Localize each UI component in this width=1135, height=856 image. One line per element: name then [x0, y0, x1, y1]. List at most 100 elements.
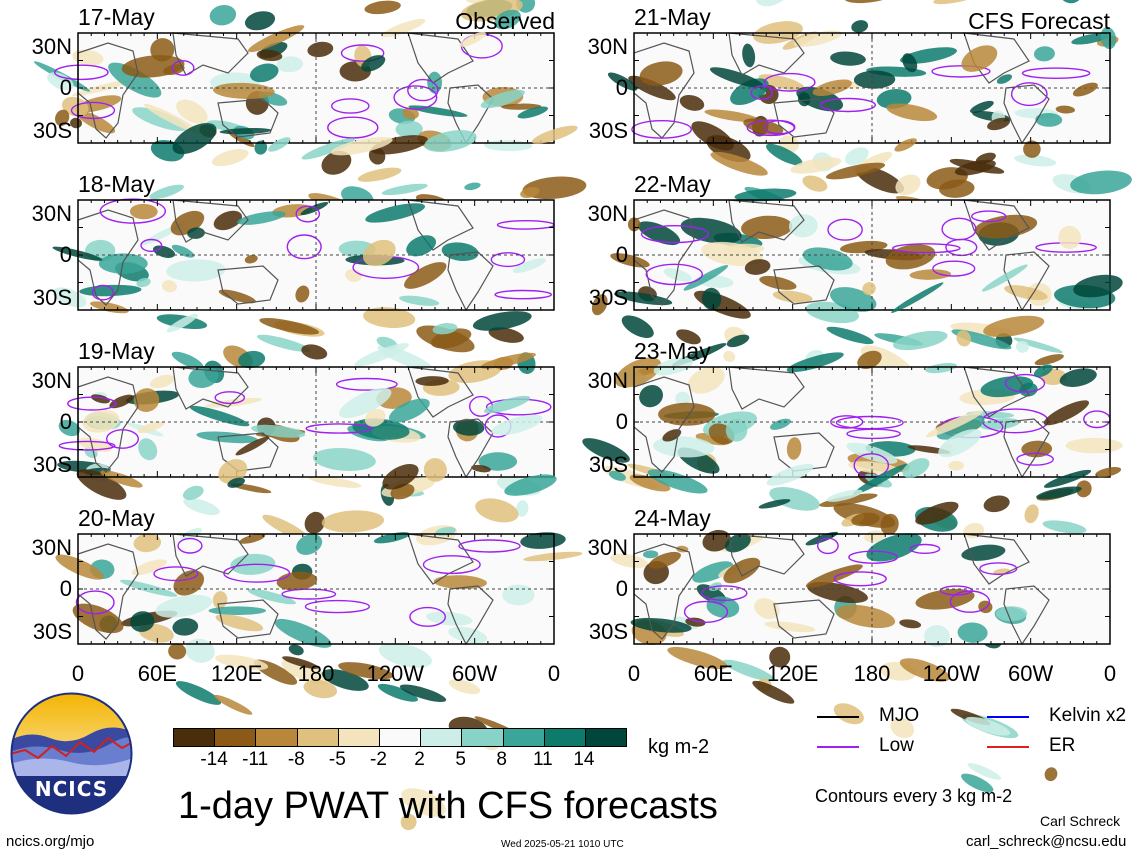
anomaly-blob — [797, 92, 811, 107]
anomaly-blob — [172, 618, 199, 636]
anomaly-blob — [162, 280, 177, 293]
anomaly-blob — [471, 464, 491, 473]
low-contour — [816, 537, 839, 555]
coastline — [773, 432, 835, 472]
low-contour — [140, 238, 163, 253]
anomaly-blob — [175, 681, 222, 705]
anomaly-blob — [433, 575, 487, 590]
low-contour — [750, 85, 773, 101]
anomaly-blob — [281, 659, 329, 685]
anomaly-blob — [895, 174, 921, 196]
anomaly-blob — [807, 581, 868, 604]
low-contour — [949, 590, 991, 613]
coastline — [633, 543, 695, 640]
footer-url[interactable]: ncics.org/mjo — [6, 833, 95, 850]
map-panel-20-may — [55, 387, 583, 831]
footer-email: carl_schreck@ncsu.edu — [966, 833, 1127, 850]
panel-date: 17-May — [78, 4, 155, 30]
anomaly-blob — [516, 500, 529, 517]
low-contour — [70, 101, 116, 120]
pwat-anomaly-map — [33, 0, 555, 262]
low-contour — [305, 423, 373, 434]
colorbar-units: kg m-2 — [648, 736, 710, 758]
anomaly-blob — [630, 617, 692, 633]
anomaly-blob — [244, 254, 258, 264]
anomaly-blob — [1023, 140, 1041, 158]
lon-tick-label: 120W — [366, 661, 425, 686]
anomaly-blob — [517, 106, 549, 119]
anomaly-blob — [710, 151, 768, 176]
lon-tick-label: 120E — [210, 661, 263, 686]
pwat-anomaly-map — [55, 387, 583, 831]
anomaly-blob — [857, 350, 882, 370]
anomaly-blob — [388, 398, 430, 423]
panel-date: 23-May — [634, 338, 711, 364]
anomaly-blob — [172, 122, 217, 155]
anomaly-blob — [321, 669, 369, 691]
colorbar-tick-label: 11 — [532, 749, 553, 770]
anomaly-blob — [523, 551, 583, 562]
anomaly-blob — [1059, 0, 1083, 4]
anomaly-blob — [295, 285, 310, 303]
coastline — [407, 366, 474, 418]
coastline — [963, 199, 1030, 251]
footer-author: Carl Schreck — [1040, 813, 1121, 829]
anomaly-blob — [168, 643, 187, 660]
anomaly-blob — [915, 588, 975, 610]
low-contour — [833, 571, 887, 587]
anomaly-blob — [129, 203, 158, 220]
anomaly-blob — [149, 374, 175, 389]
anomaly-blob — [933, 0, 981, 5]
anomaly-blob — [848, 461, 901, 475]
low-contour — [631, 120, 693, 139]
anomaly-blob — [256, 334, 311, 352]
coastline — [217, 599, 279, 639]
anomaly-blob — [364, 408, 386, 427]
anomaly-blob — [171, 351, 204, 369]
anomaly-blob — [58, 419, 80, 437]
legend-label: Low — [879, 735, 914, 756]
anomaly-blob — [480, 89, 525, 109]
anomaly-blob — [680, 217, 742, 244]
anomaly-blob — [136, 277, 151, 288]
lon-tick-label: 180 — [853, 661, 891, 686]
low-contour — [330, 98, 370, 114]
anomaly-blob — [301, 344, 328, 360]
anomaly-blob — [886, 103, 938, 122]
anomaly-blob — [55, 109, 70, 127]
anomaly-blob — [361, 55, 386, 72]
anomaly-blob — [274, 618, 332, 648]
coastline — [633, 376, 695, 473]
legend-swatch-mjo — [817, 716, 859, 718]
anomaly-blob — [653, 436, 715, 458]
lat-tick-label: 30N — [31, 34, 72, 59]
anomaly-blob — [304, 511, 325, 534]
anomaly-blob — [769, 486, 820, 511]
anomaly-blob — [899, 619, 922, 629]
low-contour — [848, 550, 899, 564]
anomaly-blob — [880, 513, 899, 536]
anomaly-blob — [830, 51, 866, 66]
anomaly-blob — [758, 74, 805, 91]
anomaly-blob — [924, 625, 950, 648]
low-contour — [763, 72, 816, 92]
coastline — [172, 366, 249, 410]
anomaly-blob — [72, 49, 104, 66]
anomaly-blob — [637, 221, 681, 246]
colorbar-swatch — [378, 729, 421, 746]
anomaly-blob — [166, 313, 198, 333]
anomaly-blob — [676, 329, 701, 345]
anomaly-blob — [954, 159, 996, 176]
panel-date: 22-May — [634, 171, 711, 197]
anomaly-blob — [76, 110, 116, 134]
anomaly-blob — [464, 182, 481, 191]
lat-tick-label: 0 — [59, 75, 72, 100]
anomaly-blob — [754, 598, 780, 620]
pwat-anomaly-map — [610, 364, 1122, 793]
colorbar-swatch — [337, 729, 379, 746]
anomaly-blob — [667, 646, 728, 670]
colorbar-tick-label: -5 — [328, 749, 346, 770]
anomaly-blob — [851, 20, 869, 33]
legend-label: Kelvin x2 — [1049, 705, 1127, 726]
low-contour — [304, 599, 370, 614]
